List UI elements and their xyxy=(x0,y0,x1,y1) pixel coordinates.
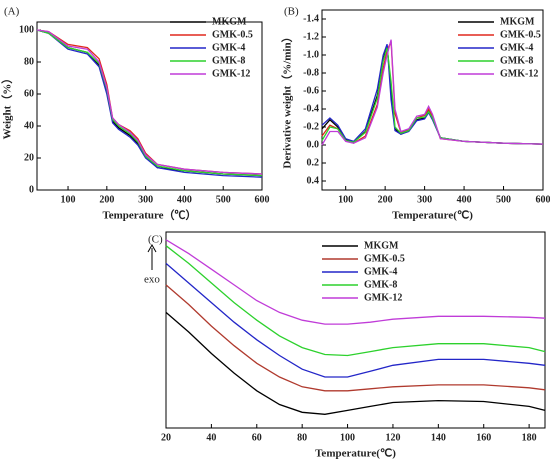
data-line xyxy=(36,29,263,175)
x-tick-label: 600 xyxy=(536,194,550,205)
legend-label: GMK-0.5 xyxy=(364,253,405,264)
x-axis-label: Temperature（℃） xyxy=(102,209,196,222)
data-line xyxy=(165,262,546,378)
x-tick-label: 400 xyxy=(177,194,192,205)
y-tick-label: -0.4 xyxy=(303,103,319,114)
panel-title: (A) xyxy=(4,6,20,18)
plot-frame xyxy=(165,231,546,429)
x-tick-label: 200 xyxy=(99,194,114,205)
y-axis-label: Weight（%） xyxy=(1,73,14,140)
data-line xyxy=(165,284,546,392)
x-tick-label: 300 xyxy=(138,194,153,205)
legend-label: MKGM xyxy=(500,16,535,27)
data-line xyxy=(165,239,546,325)
y-tick-label: -0.8 xyxy=(303,67,319,78)
y-tick-label: 60 xyxy=(24,88,34,99)
y-tick-label: -1.4 xyxy=(303,13,319,24)
x-tick-label: 160 xyxy=(476,432,491,443)
data-line xyxy=(36,29,263,177)
x-tick-label: 60 xyxy=(252,432,262,443)
legend-label: GMK-8 xyxy=(364,279,397,290)
y-tick-label: 20 xyxy=(24,152,34,163)
panel-title: (B) xyxy=(284,6,299,18)
data-line xyxy=(165,245,546,357)
y-tick-label: 0 xyxy=(29,184,34,195)
legend-label: GMK-0.5 xyxy=(212,29,253,40)
x-tick-label: 300 xyxy=(417,194,432,205)
plot-frame xyxy=(36,21,263,191)
legend-label: GMK-12 xyxy=(364,292,402,303)
y-tick-label: -1.2 xyxy=(303,31,319,42)
legend-label: GMK-8 xyxy=(212,55,245,66)
exo-arrowhead xyxy=(147,243,157,253)
x-tick-label: 20 xyxy=(161,432,171,443)
x-tick-label: 120 xyxy=(385,432,400,443)
data-line xyxy=(165,311,546,415)
x-tick-label: 500 xyxy=(216,194,231,205)
legend-label: GMK-4 xyxy=(500,42,533,53)
y-tick-label: -0.6 xyxy=(303,85,319,96)
y-tick-label: -1.0 xyxy=(303,49,319,60)
legend-label: GMK-0.5 xyxy=(500,29,541,40)
y-tick-label: -0.2 xyxy=(303,121,319,132)
y-axis-label: Derivative weight（%/min） xyxy=(281,31,294,168)
data-line xyxy=(36,29,263,178)
y-tick-label: 100 xyxy=(19,24,34,35)
x-tick-label: 100 xyxy=(338,194,353,205)
x-tick-label: 100 xyxy=(340,432,355,443)
legend-label: MKGM xyxy=(364,240,399,251)
y-axis-label: exo xyxy=(144,274,160,286)
y-tick-label: 0.0 xyxy=(307,139,320,150)
x-tick-label: 180 xyxy=(522,432,537,443)
y-tick-label: 40 xyxy=(24,120,34,131)
x-tick-label: 140 xyxy=(431,432,446,443)
plot-frame xyxy=(321,9,544,191)
x-axis-label: Temperature(℃) xyxy=(392,210,473,222)
data-line xyxy=(321,39,544,146)
x-tick-label: 40 xyxy=(206,432,216,443)
legend-label: GMK-12 xyxy=(500,68,538,79)
legend-label: GMK-8 xyxy=(500,55,533,66)
legend-label: GMK-4 xyxy=(212,42,245,53)
x-tick-label: 500 xyxy=(496,194,511,205)
x-tick-label: 600 xyxy=(255,194,270,205)
x-axis-label: Temperature(℃) xyxy=(315,448,396,460)
x-tick-label: 200 xyxy=(378,194,393,205)
legend-label: GMK-12 xyxy=(212,68,250,79)
x-tick-label: 80 xyxy=(297,432,307,443)
x-tick-label: 400 xyxy=(457,194,472,205)
panel-title: (C) xyxy=(148,234,163,246)
y-tick-label: 0.2 xyxy=(307,157,320,168)
y-tick-label: 80 xyxy=(24,56,34,67)
legend-label: GMK-4 xyxy=(364,266,397,277)
legend-label: MKGM xyxy=(212,16,247,27)
y-tick-label: 0.4 xyxy=(307,175,320,186)
x-tick-label: 100 xyxy=(61,194,76,205)
